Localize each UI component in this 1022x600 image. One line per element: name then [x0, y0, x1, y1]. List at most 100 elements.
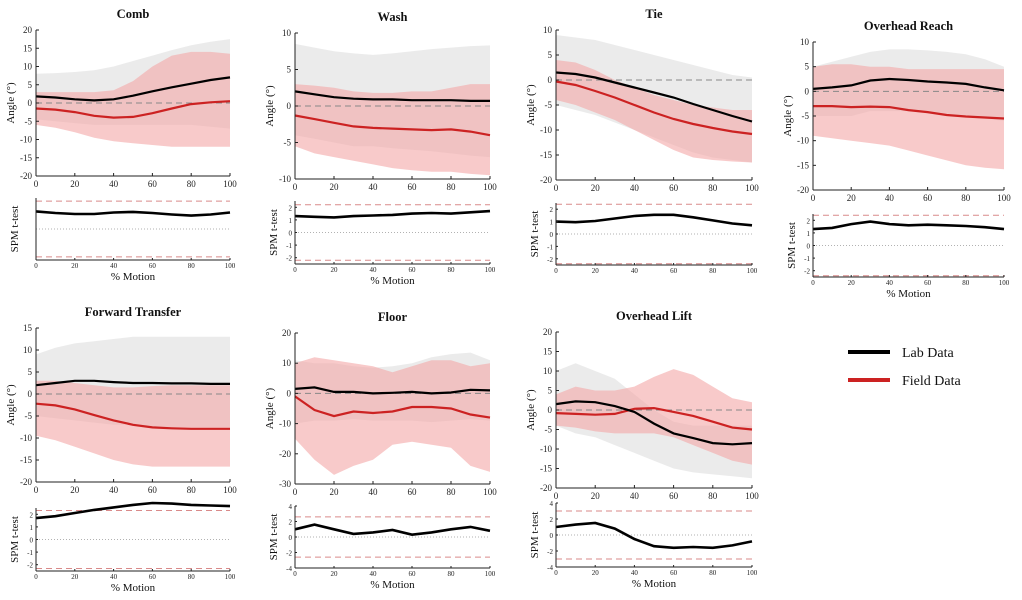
spm-x-tick-label: 20 — [331, 570, 339, 578]
spm-x-axis-label: % Motion — [632, 578, 677, 590]
spm-y-axis-label: SPM t-test — [268, 514, 280, 561]
spm-x-tick-label: 80 — [709, 569, 717, 577]
spm-x-tick-label: 0 — [293, 266, 297, 274]
panel-title: Wash — [378, 10, 408, 24]
spm-x-tick-label: 40 — [110, 262, 118, 270]
spm-y-tick-label: -1 — [547, 243, 553, 251]
spm-x-tick-label: 20 — [331, 266, 339, 274]
lab-mean-line — [35, 76, 231, 102]
y-tick-label: 0 — [287, 388, 292, 398]
spm-x-axis-label: % Motion — [370, 275, 415, 287]
y-tick-label: -20 — [20, 477, 32, 487]
field-mean-line — [294, 114, 491, 137]
spm-x-tick-label: 80 — [709, 267, 717, 275]
field-mean-line — [555, 80, 753, 136]
y-tick-label: 10 — [282, 28, 292, 38]
y-tick-label: -5 — [545, 425, 553, 435]
y-tick-label: -15 — [797, 160, 809, 170]
x-tick-label: 0 — [293, 182, 298, 192]
x-tick-label: 100 — [745, 491, 759, 501]
spm-y-tick-label: -2 — [27, 562, 33, 570]
spm-x-axis-label: % Motion — [370, 579, 415, 591]
spm-x-tick-label: 0 — [554, 267, 558, 275]
y-tick-label: 5 — [28, 367, 33, 377]
y-tick-label: -15 — [540, 150, 552, 160]
spm-y-tick-label: 0 — [550, 532, 554, 540]
y-tick-label: 15 — [23, 323, 33, 333]
spm-x-tick-label: 40 — [631, 267, 639, 275]
legend-label-lab: Lab Data — [902, 346, 954, 361]
x-tick-label: 20 — [591, 183, 601, 193]
spm-y-tick-label: 0 — [550, 231, 554, 239]
y-tick-label: -10 — [540, 444, 552, 454]
spm-x-tick-label: 20 — [71, 262, 79, 270]
spm-x-tick-label: 60 — [409, 570, 417, 578]
x-tick-label: 0 — [293, 487, 298, 497]
y-tick-label: 5 — [287, 65, 292, 75]
spm-x-tick-label: 20 — [592, 569, 600, 577]
legend: Lab Data Field Data — [848, 346, 961, 389]
field-sd-band — [556, 60, 752, 163]
spm-t-curve — [35, 210, 231, 217]
spm-x-axis-label: % Motion — [111, 271, 156, 283]
panel-title: Overhead Lift — [616, 309, 693, 323]
spm-y-axis-label: SPM t-test — [529, 512, 541, 559]
x-tick-label: 100 — [223, 179, 237, 189]
x-tick-label: 80 — [447, 487, 457, 497]
spm-y-tick-label: -2 — [547, 548, 553, 556]
y-tick-label: -5 — [25, 116, 33, 126]
spm-y-tick-label: 1 — [289, 217, 293, 225]
x-tick-label: 20 — [330, 182, 340, 192]
y-tick-label: 10 — [543, 25, 553, 35]
spm-t-curve — [555, 213, 753, 227]
y-tick-label: 0 — [28, 98, 33, 108]
y-tick-label: 20 — [543, 327, 553, 337]
x-tick-label: 60 — [148, 179, 158, 189]
y-tick-label: 10 — [282, 358, 292, 368]
spm-x-tick-label: 100 — [485, 570, 496, 578]
x-tick-label: 20 — [70, 179, 80, 189]
spm-x-tick-label: 80 — [188, 573, 196, 581]
y-axis-label: Angle (°) — [264, 387, 276, 429]
x-tick-label: 40 — [630, 183, 640, 193]
x-tick-label: 40 — [885, 193, 895, 203]
spm-x-tick-label: 20 — [71, 573, 79, 581]
spm-y-tick-label: 2 — [289, 519, 293, 527]
x-tick-label: 80 — [708, 183, 718, 193]
spm-y-tick-label: -2 — [286, 550, 292, 558]
y-tick-label: 5 — [548, 50, 553, 60]
spm-x-tick-label: 80 — [962, 279, 970, 287]
x-tick-label: 80 — [708, 491, 718, 501]
x-tick-label: 60 — [148, 485, 158, 495]
spm-x-tick-label: 0 — [811, 279, 815, 287]
y-tick-label: 0 — [805, 86, 810, 96]
y-tick-label: -10 — [797, 136, 809, 146]
field-mean-line — [35, 100, 231, 119]
x-tick-label: 0 — [811, 193, 816, 203]
spm-x-tick-label: 40 — [370, 266, 378, 274]
y-tick-label: -10 — [20, 135, 32, 145]
spm-y-tick-label: -1 — [804, 255, 810, 263]
x-tick-label: 80 — [187, 179, 197, 189]
spm-x-axis-label: % Motion — [886, 288, 931, 300]
spm-y-tick-label: 0 — [289, 534, 293, 542]
field-sd-band — [295, 357, 490, 475]
x-tick-label: 80 — [961, 193, 971, 203]
y-tick-label: -20 — [279, 449, 291, 459]
spm-y-tick-label: -2 — [286, 255, 292, 263]
spm-x-tick-label: 100 — [999, 279, 1010, 287]
x-tick-label: 100 — [997, 193, 1011, 203]
spm-x-tick-label: 0 — [34, 262, 38, 270]
spm-y-tick-label: -1 — [286, 242, 292, 250]
y-axis-label: Angle (°) — [525, 389, 537, 431]
x-tick-label: 0 — [554, 491, 559, 501]
x-tick-label: 80 — [187, 485, 197, 495]
field-mean-line — [555, 406, 753, 431]
y-axis-label: Angle (°) — [525, 84, 537, 126]
spm-x-axis-label: % Motion — [111, 582, 156, 594]
spm-x-tick-label: 20 — [848, 279, 856, 287]
lab-mean-line — [35, 379, 230, 387]
spm-x-tick-label: 60 — [670, 267, 678, 275]
